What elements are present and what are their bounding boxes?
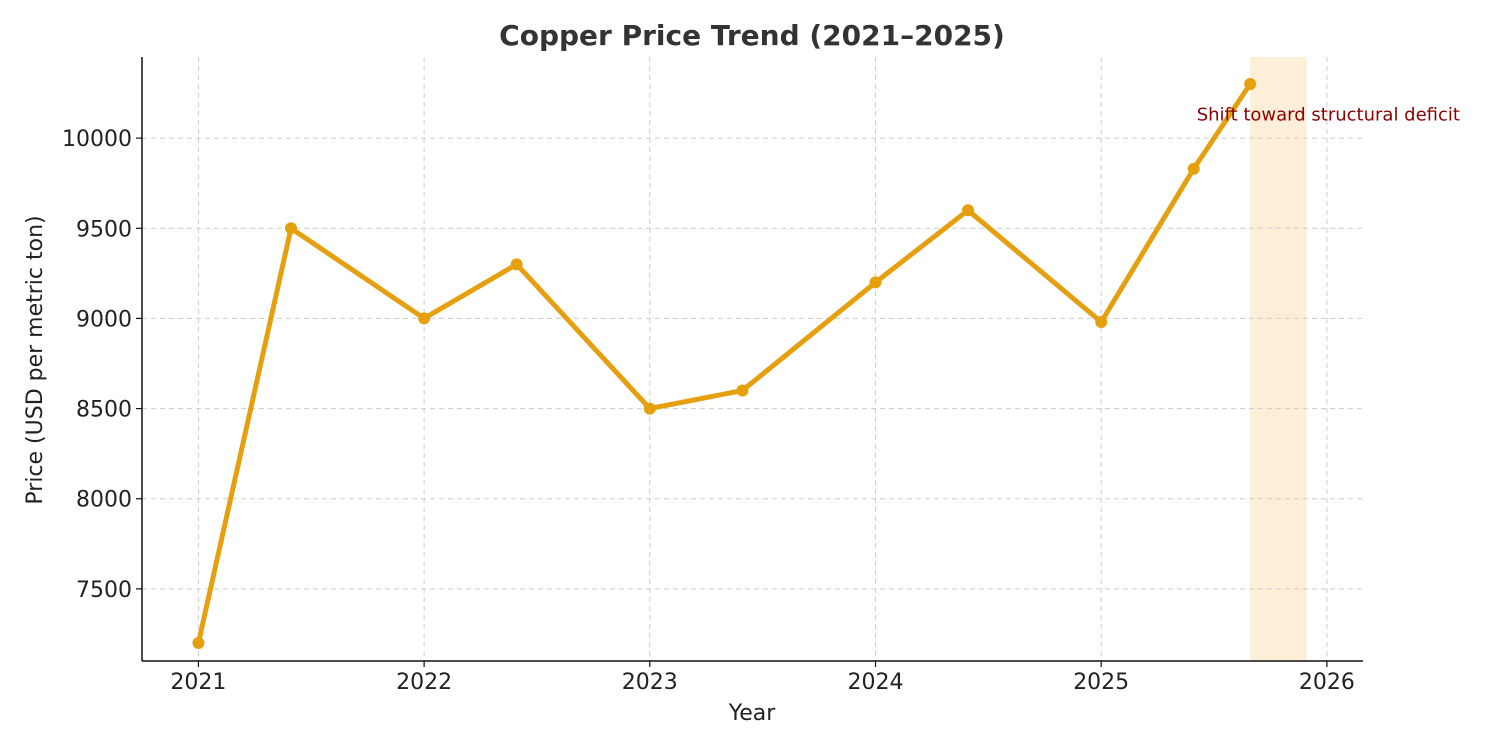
chart-title: Copper Price Trend (2021–2025): [499, 19, 1005, 52]
x-tick-label: 2021: [170, 670, 226, 695]
data-point: [869, 276, 882, 289]
x-tick-label: 2022: [396, 670, 452, 695]
annotation-label: Shift toward structural deficit: [1197, 105, 1460, 126]
data-point: [1095, 316, 1108, 329]
x-tick-label: 2025: [1073, 670, 1129, 695]
data-point: [284, 222, 297, 235]
y-tick-label: 8000: [76, 488, 132, 513]
series-line: [195, 81, 1253, 646]
y-tick-label: 8500: [76, 398, 132, 423]
x-tick-label: 2024: [848, 670, 904, 695]
data-point: [1244, 78, 1257, 91]
data-point: [418, 312, 431, 325]
y-tick-label: 9000: [76, 307, 132, 332]
y-tick-label: 7500: [76, 578, 132, 603]
y-tick-label: 10000: [62, 127, 132, 152]
x-tick-label: 2023: [622, 670, 678, 695]
data-point: [510, 258, 523, 271]
x-tick-label: 2026: [1299, 670, 1355, 695]
data-point: [736, 384, 749, 397]
data-point: [1187, 162, 1200, 175]
data-point: [962, 204, 975, 217]
y-axis-label: Price (USD per metric ton): [23, 215, 48, 504]
data-point: [192, 636, 205, 649]
highlight-band: [1250, 57, 1307, 661]
x-axis-label: Year: [728, 701, 777, 726]
y-tick-label: 9500: [76, 217, 132, 242]
data-point: [643, 402, 656, 415]
